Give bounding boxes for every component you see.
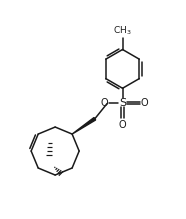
Text: O: O <box>141 98 149 108</box>
Text: S: S <box>119 98 126 108</box>
Text: CH$_3$: CH$_3$ <box>113 25 132 37</box>
Text: O: O <box>100 98 108 108</box>
Polygon shape <box>72 118 96 134</box>
Text: O: O <box>119 120 126 130</box>
